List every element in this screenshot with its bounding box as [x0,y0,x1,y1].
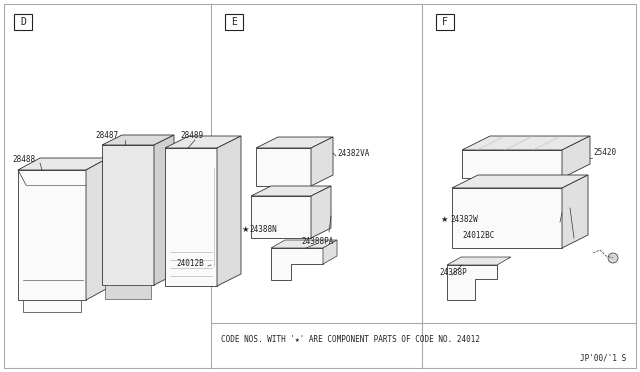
Polygon shape [154,135,174,285]
Bar [126,225,141,238]
Bar [126,207,141,220]
Bar [106,171,121,184]
Bar [106,225,121,238]
Polygon shape [452,188,562,248]
Polygon shape [102,135,174,145]
Polygon shape [462,150,562,178]
Bar [126,189,141,202]
Polygon shape [251,186,331,196]
Polygon shape [271,248,323,280]
Polygon shape [165,148,217,286]
Bar [106,153,121,166]
Polygon shape [105,285,151,299]
Polygon shape [311,137,333,186]
Polygon shape [271,240,337,248]
Text: 25420: 25420 [593,148,616,157]
Text: 24388PA: 24388PA [301,237,333,246]
Text: 28488: 28488 [12,155,35,164]
Polygon shape [256,148,311,186]
Polygon shape [447,265,497,300]
Polygon shape [23,300,81,312]
Polygon shape [217,136,241,286]
Bar [126,153,141,166]
Polygon shape [562,175,588,248]
Polygon shape [18,170,86,300]
Text: D: D [20,17,26,27]
Polygon shape [165,136,241,148]
Text: ★: ★ [241,225,248,234]
Bar [106,243,121,256]
Text: 24012BC: 24012BC [462,231,494,240]
Polygon shape [452,175,588,188]
Bar [225,14,243,30]
Text: ★: ★ [440,215,447,224]
Polygon shape [462,136,590,150]
Polygon shape [311,186,331,238]
Bar [106,207,121,220]
Text: JP'00/'1 S: JP'00/'1 S [580,353,627,362]
Circle shape [608,253,618,263]
Bar [126,171,141,184]
Polygon shape [256,137,333,148]
Text: F: F [442,17,448,27]
Polygon shape [251,196,311,238]
Text: CODE NOS. WITH '★' ARE COMPONENT PARTS OF CODE NO. 24012: CODE NOS. WITH '★' ARE COMPONENT PARTS O… [221,336,480,344]
Polygon shape [562,136,590,178]
Bar [14,14,32,30]
Polygon shape [18,158,108,170]
Bar [436,14,454,30]
Text: 24382W: 24382W [450,215,477,224]
Text: 24388P: 24388P [439,268,467,277]
Ellipse shape [211,261,223,269]
Text: 24012B: 24012B [176,259,204,268]
Bar [106,189,121,202]
Text: 24388N: 24388N [249,225,276,234]
Bar [211,265,223,273]
Polygon shape [102,145,154,285]
Polygon shape [323,240,337,264]
Bar [564,208,572,218]
Text: 24382VA: 24382VA [337,149,369,158]
Polygon shape [447,257,511,265]
Text: 28489: 28489 [180,131,203,140]
Bar [126,243,141,256]
Polygon shape [86,158,108,300]
Text: 28487: 28487 [95,131,118,140]
Text: E: E [231,17,237,27]
